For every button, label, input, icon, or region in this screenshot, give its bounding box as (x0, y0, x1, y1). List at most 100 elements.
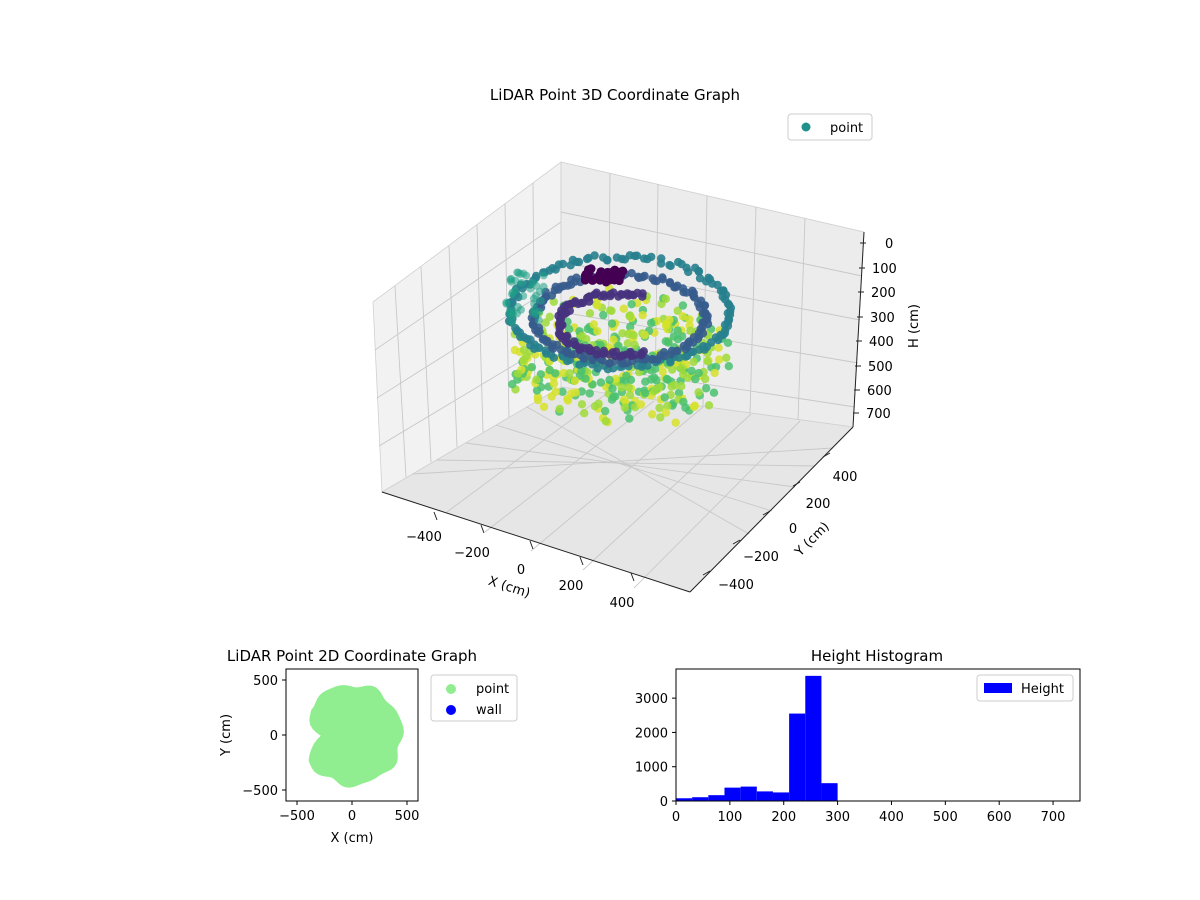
x-tick-mark (433, 511, 438, 521)
point-3d (519, 292, 528, 300)
x-tick-label: 0 (517, 563, 525, 578)
point-3d (519, 345, 529, 355)
point-3d (533, 395, 543, 405)
point-3d (658, 367, 667, 376)
point-3d (669, 332, 679, 341)
point-3d (647, 252, 656, 262)
chart-histogram: Height Histogram 0 100 200 300 400 500 600 700 … (635, 647, 1081, 825)
legend-3d[interactable]: point (787, 113, 873, 141)
point-3d (690, 401, 699, 410)
histogram-y-tick-label: 2000 (635, 726, 668, 741)
histogram-y-tick-label: 3000 (635, 692, 668, 707)
histogram-bar (805, 675, 822, 801)
y-tick-label: −400 (718, 578, 754, 593)
x-tick-mark (480, 524, 485, 534)
z-tick-label: 200 (871, 286, 896, 301)
point-3d (678, 301, 688, 310)
point-3d (589, 320, 598, 329)
y2d-tick-label: 0 (270, 729, 278, 744)
point-3d (665, 315, 674, 324)
point-3d (689, 357, 698, 367)
point-3d (627, 269, 636, 278)
point-3d (538, 335, 548, 344)
point-3d (664, 338, 673, 347)
point-3d (532, 375, 541, 384)
point-3d (517, 279, 526, 287)
point-3d (722, 353, 731, 362)
point-3d (593, 327, 602, 336)
point-3d (694, 388, 703, 397)
point-3d (625, 311, 634, 321)
point-3d (585, 389, 594, 398)
histogram-bar (740, 786, 757, 801)
x-tick-label: 200 (559, 579, 584, 594)
x2d-tick-label: −500 (279, 809, 315, 824)
point-3d (723, 338, 733, 347)
legend-3d-frame (787, 113, 873, 141)
point-3d (640, 330, 649, 340)
point-3d (570, 376, 580, 385)
point-3d (527, 363, 537, 372)
histogram-bar (756, 791, 773, 801)
histogram-x-ticks: 0 100 200 300 400 500 600 700 (672, 801, 1065, 825)
point-3d (606, 306, 615, 315)
point-3d (656, 413, 665, 422)
z-tick-label: 600 (867, 384, 892, 399)
point-3d (698, 322, 707, 332)
point-3d (577, 366, 586, 376)
point-3d (632, 251, 642, 260)
point-3d (577, 400, 587, 409)
point-3d (522, 271, 531, 280)
point-3d (555, 404, 564, 414)
histogram-x-tick-label: 0 (672, 810, 680, 825)
point-3d (605, 375, 614, 385)
point-3d (513, 303, 522, 311)
point-3d (558, 387, 567, 396)
z-axis-label: H (cm) (907, 304, 922, 348)
y2d-tick-label: −500 (242, 784, 278, 799)
point-3d (580, 409, 589, 418)
point-3d (677, 332, 687, 341)
point-3d (622, 371, 631, 381)
point-3d (551, 369, 560, 378)
x2d-axis-label: X (cm) (331, 831, 374, 846)
point-3d (678, 312, 687, 321)
point-3d (539, 271, 548, 280)
legend-histogram[interactable]: Height (976, 674, 1074, 702)
histogram-y-tick-label: 1000 (635, 761, 668, 776)
point-disk (308, 685, 404, 788)
histogram-x-tick-label: 500 (933, 810, 958, 825)
point-3d (684, 267, 693, 277)
point-3d (648, 410, 657, 419)
point-3d (647, 318, 656, 328)
histogram-bar (676, 798, 693, 801)
z-tick-label: 0 (885, 237, 893, 252)
point-3d (619, 304, 628, 313)
chart-2d: LiDAR Point 2D Coordinate Graph −500 0 5… (219, 647, 518, 846)
point-3d (703, 311, 712, 321)
point-3d (502, 298, 511, 307)
point-3d (660, 393, 669, 402)
histogram-x-tick-label: 200 (771, 810, 796, 825)
point-3d (511, 276, 520, 285)
point-3d (685, 315, 694, 324)
point-3d (647, 355, 657, 364)
point-3d (657, 254, 666, 263)
point-3d (661, 294, 670, 304)
point-cloud-3d (502, 251, 736, 427)
point-3d (593, 301, 602, 310)
point-3d (610, 265, 620, 275)
point-3d (704, 401, 714, 410)
point-3d (617, 383, 626, 392)
point-3d (641, 388, 650, 398)
legend-2d[interactable]: point wall (430, 674, 518, 722)
histogram-frame (675, 668, 1081, 802)
point-3d (603, 255, 612, 265)
point-3d (726, 307, 735, 316)
point-3d (666, 358, 675, 367)
point-3d (532, 386, 542, 395)
axes-3d-lines (381, 231, 865, 593)
legend-3d-marker (801, 122, 811, 132)
point-3d (609, 335, 618, 344)
